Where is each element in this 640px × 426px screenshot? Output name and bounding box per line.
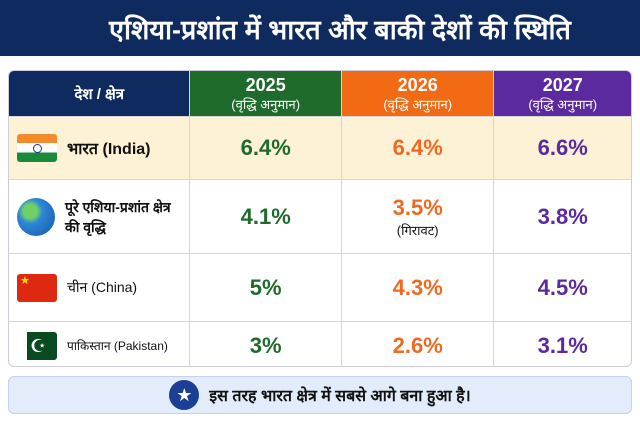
value-2025: 3%: [190, 322, 342, 366]
table-row: ☪ पाकिस्तान (Pakistan) 3% 2.6% 3.1%: [9, 322, 631, 366]
year-sub: (वृद्धि अनुमान): [231, 96, 301, 112]
table-header: देश / क्षेत्र 2025 (वृद्धि अनुमान) 2026 (व…: [9, 71, 631, 117]
summary-text: इस तरह भारत क्षेत्र में सबसे आगे बना हुआ…: [209, 388, 471, 405]
value-2025: 5%: [190, 254, 342, 321]
year-label: 2026: [397, 74, 438, 95]
row-name: पूरे एशिया-प्रशांत क्षेत्र की वृद्धि: [65, 198, 171, 235]
table-row: भारत (India) 6.4% 6.4% 6.6%: [9, 117, 631, 180]
value-2027: 4.5%: [537, 274, 588, 300]
globe-icon: [17, 197, 55, 236]
growth-table: देश / क्षेत्र 2025 (वृद्धि अनुमान) 2026 (व…: [8, 70, 632, 367]
page-title: एशिया-प्रशांत में भारत और बाकी देशों की …: [0, 0, 640, 56]
pakistan-flag-icon: ☪: [17, 331, 57, 360]
header-2025: 2025 (वृद्धि अनुमान): [190, 71, 342, 116]
value-2026: 3.5%: [392, 194, 443, 220]
year-sub: (वृद्धि अनुमान): [383, 96, 453, 112]
year-label: 2025: [245, 74, 286, 95]
value-2025: 6.4%: [190, 117, 342, 179]
year-label: 2027: [542, 74, 583, 95]
year-sub: (वृद्धि अनुमान): [528, 96, 598, 112]
value-2026: 2.6%: [342, 322, 495, 366]
value-2027: 3.8%: [537, 203, 588, 229]
decline-note: (गिरावट): [396, 222, 439, 238]
row-name: चीन (China): [67, 279, 138, 295]
summary-banner: ★ इस तरह भारत क्षेत्र में सबसे आगे बना ह…: [8, 376, 632, 414]
row-name: पाकिस्तान (Pakistan): [67, 339, 168, 353]
star-icon: ★: [169, 380, 200, 410]
value-2026: 6.4%: [342, 117, 495, 179]
header-country: देश / क्षेत्र: [9, 71, 191, 116]
header-2027: 2027 (वृद्धि अनुमान): [494, 71, 631, 116]
table-row: पूरे एशिया-प्रशांत क्षेत्र की वृद्धि 4.1…: [9, 180, 631, 254]
value-2025: 4.1%: [190, 180, 342, 253]
table-row: ★ चीन (China) 5% 4.3% 4.5%: [9, 254, 631, 322]
china-flag-icon: ★: [17, 273, 57, 302]
india-flag-icon: [17, 134, 57, 162]
header-2026: 2026 (वृद्धि अनुमान): [341, 71, 495, 116]
value-2027: 3.1%: [537, 332, 588, 358]
value-2027: 6.6%: [537, 135, 588, 160]
value-2026: 4.3%: [342, 254, 495, 321]
row-name: भारत (India): [67, 141, 151, 158]
